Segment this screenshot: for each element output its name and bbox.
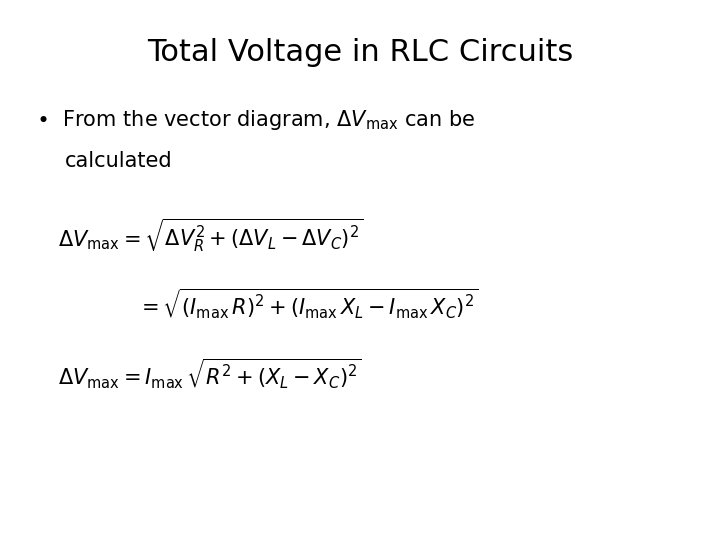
Text: Total Voltage in RLC Circuits: Total Voltage in RLC Circuits: [147, 38, 573, 67]
Text: $= \sqrt{\left(I_{\rm max}\, R\right)^2 + \left(I_{\rm max}\, X_L - I_{\rm max}\: $= \sqrt{\left(I_{\rm max}\, R\right)^2 …: [137, 286, 479, 321]
Text: $\Delta V_{\rm max} = I_{\rm max}\, \sqrt{R^2 + \left(X_L - X_C\right)^2}$: $\Delta V_{\rm max} = I_{\rm max}\, \sqr…: [58, 356, 361, 391]
Text: calculated: calculated: [65, 151, 172, 171]
Text: $\Delta V_{\rm max} = \sqrt{\Delta V_R^2 + \left(\Delta V_L - \Delta V_C\right)^: $\Delta V_{\rm max} = \sqrt{\Delta V_R^2…: [58, 216, 364, 254]
Text: $\bullet$  From the vector diagram, $\Delta V_{\rm max}$ can be: $\bullet$ From the vector diagram, $\Del…: [36, 108, 475, 132]
